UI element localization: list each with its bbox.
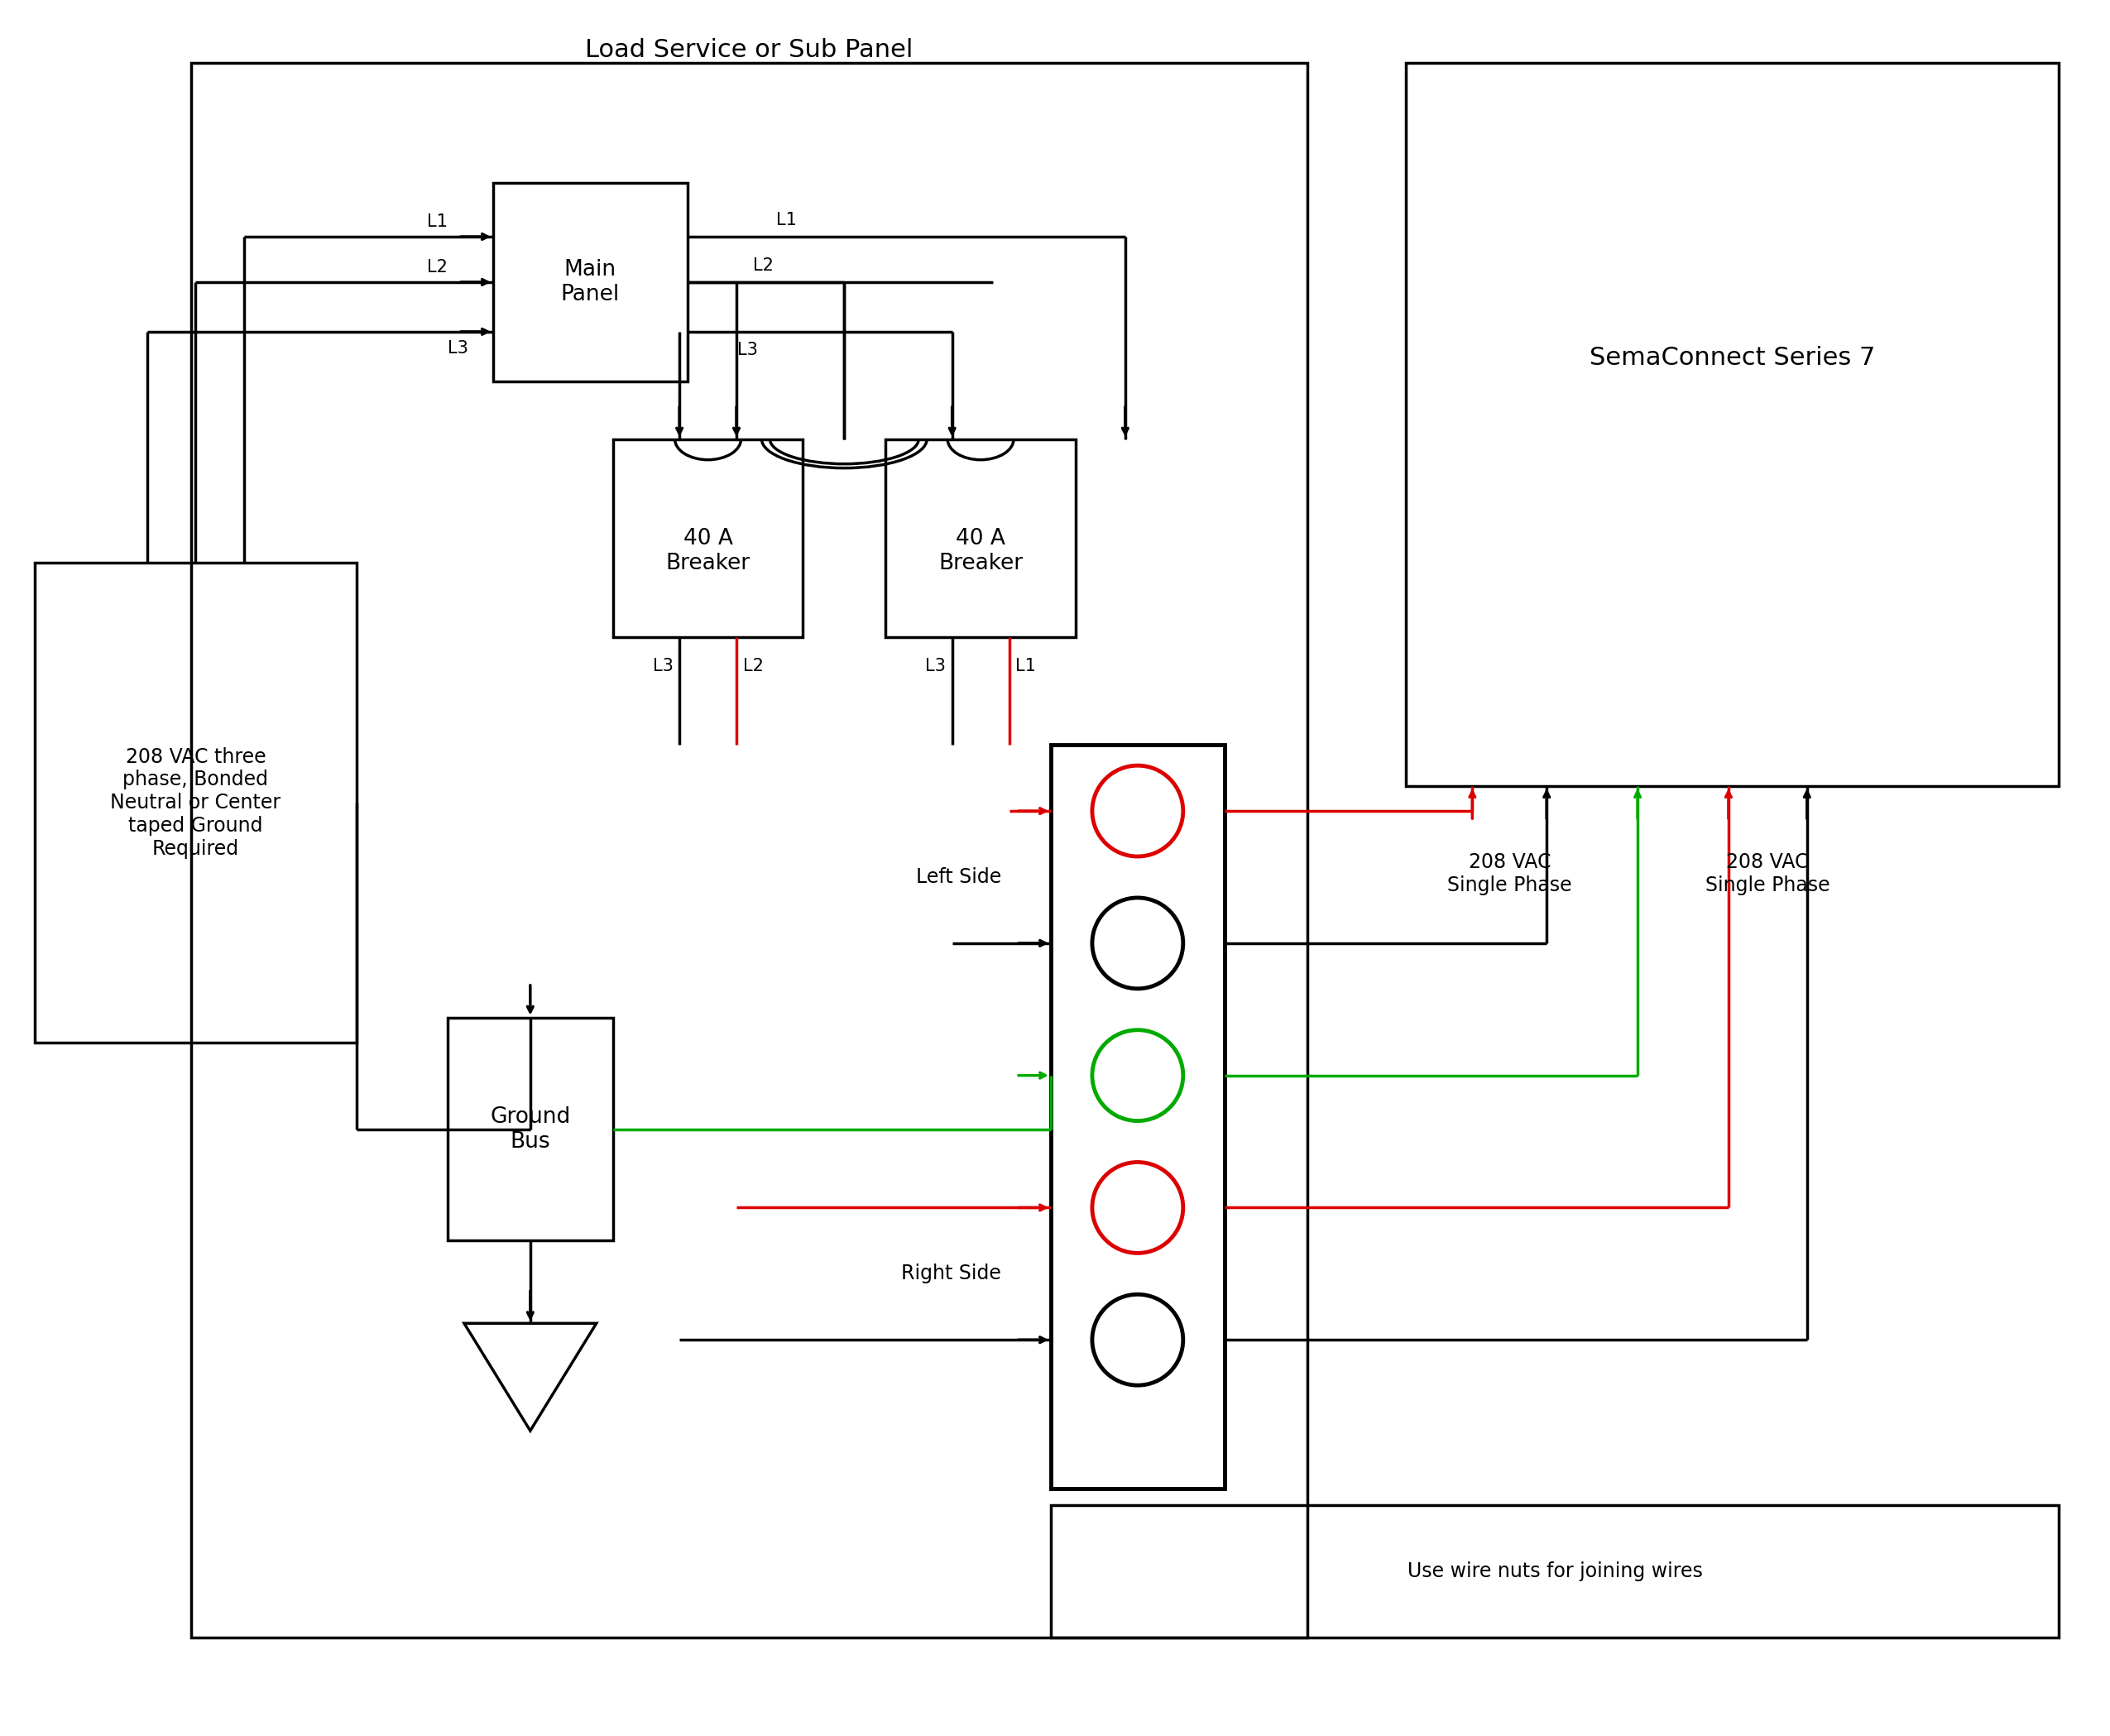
Text: 208 VAC
Single Phase: 208 VAC Single Phase bbox=[1447, 852, 1572, 896]
Bar bbox=[494, 182, 688, 382]
Text: L1: L1 bbox=[426, 214, 447, 231]
Bar bbox=[612, 439, 804, 637]
Bar bbox=[34, 562, 357, 1042]
Text: Left Side: Left Side bbox=[916, 868, 1002, 887]
Text: 40 A
Breaker: 40 A Breaker bbox=[939, 528, 1023, 575]
Text: SemaConnect Series 7: SemaConnect Series 7 bbox=[1589, 345, 1876, 370]
Bar bbox=[1051, 745, 1224, 1488]
Text: L3: L3 bbox=[926, 658, 945, 675]
Text: Main
Panel: Main Panel bbox=[561, 259, 618, 306]
Text: L3: L3 bbox=[652, 658, 673, 675]
Text: L2: L2 bbox=[753, 257, 774, 274]
Text: L1: L1 bbox=[1015, 658, 1036, 675]
Text: 208 VAC three
phase, Bonded
Neutral or Center
taped Ground
Required: 208 VAC three phase, Bonded Neutral or C… bbox=[110, 746, 281, 859]
Text: L3: L3 bbox=[736, 342, 757, 358]
Bar bbox=[447, 1017, 612, 1241]
Text: L2: L2 bbox=[743, 658, 764, 675]
Text: L2: L2 bbox=[426, 259, 447, 276]
Bar bbox=[1051, 1505, 2059, 1637]
Text: Load Service or Sub Panel: Load Service or Sub Panel bbox=[584, 38, 914, 62]
Bar bbox=[1405, 62, 2059, 786]
Text: Use wire nuts for joining wires: Use wire nuts for joining wires bbox=[1407, 1561, 1703, 1581]
Bar bbox=[886, 439, 1076, 637]
Text: L3: L3 bbox=[447, 340, 468, 356]
Text: 208 VAC
Single Phase: 208 VAC Single Phase bbox=[1705, 852, 1829, 896]
Bar bbox=[192, 62, 1306, 1637]
Text: L1: L1 bbox=[776, 212, 798, 229]
Text: Ground
Bus: Ground Bus bbox=[490, 1106, 570, 1153]
Text: 40 A
Breaker: 40 A Breaker bbox=[665, 528, 751, 575]
Text: Right Side: Right Side bbox=[901, 1264, 1002, 1283]
